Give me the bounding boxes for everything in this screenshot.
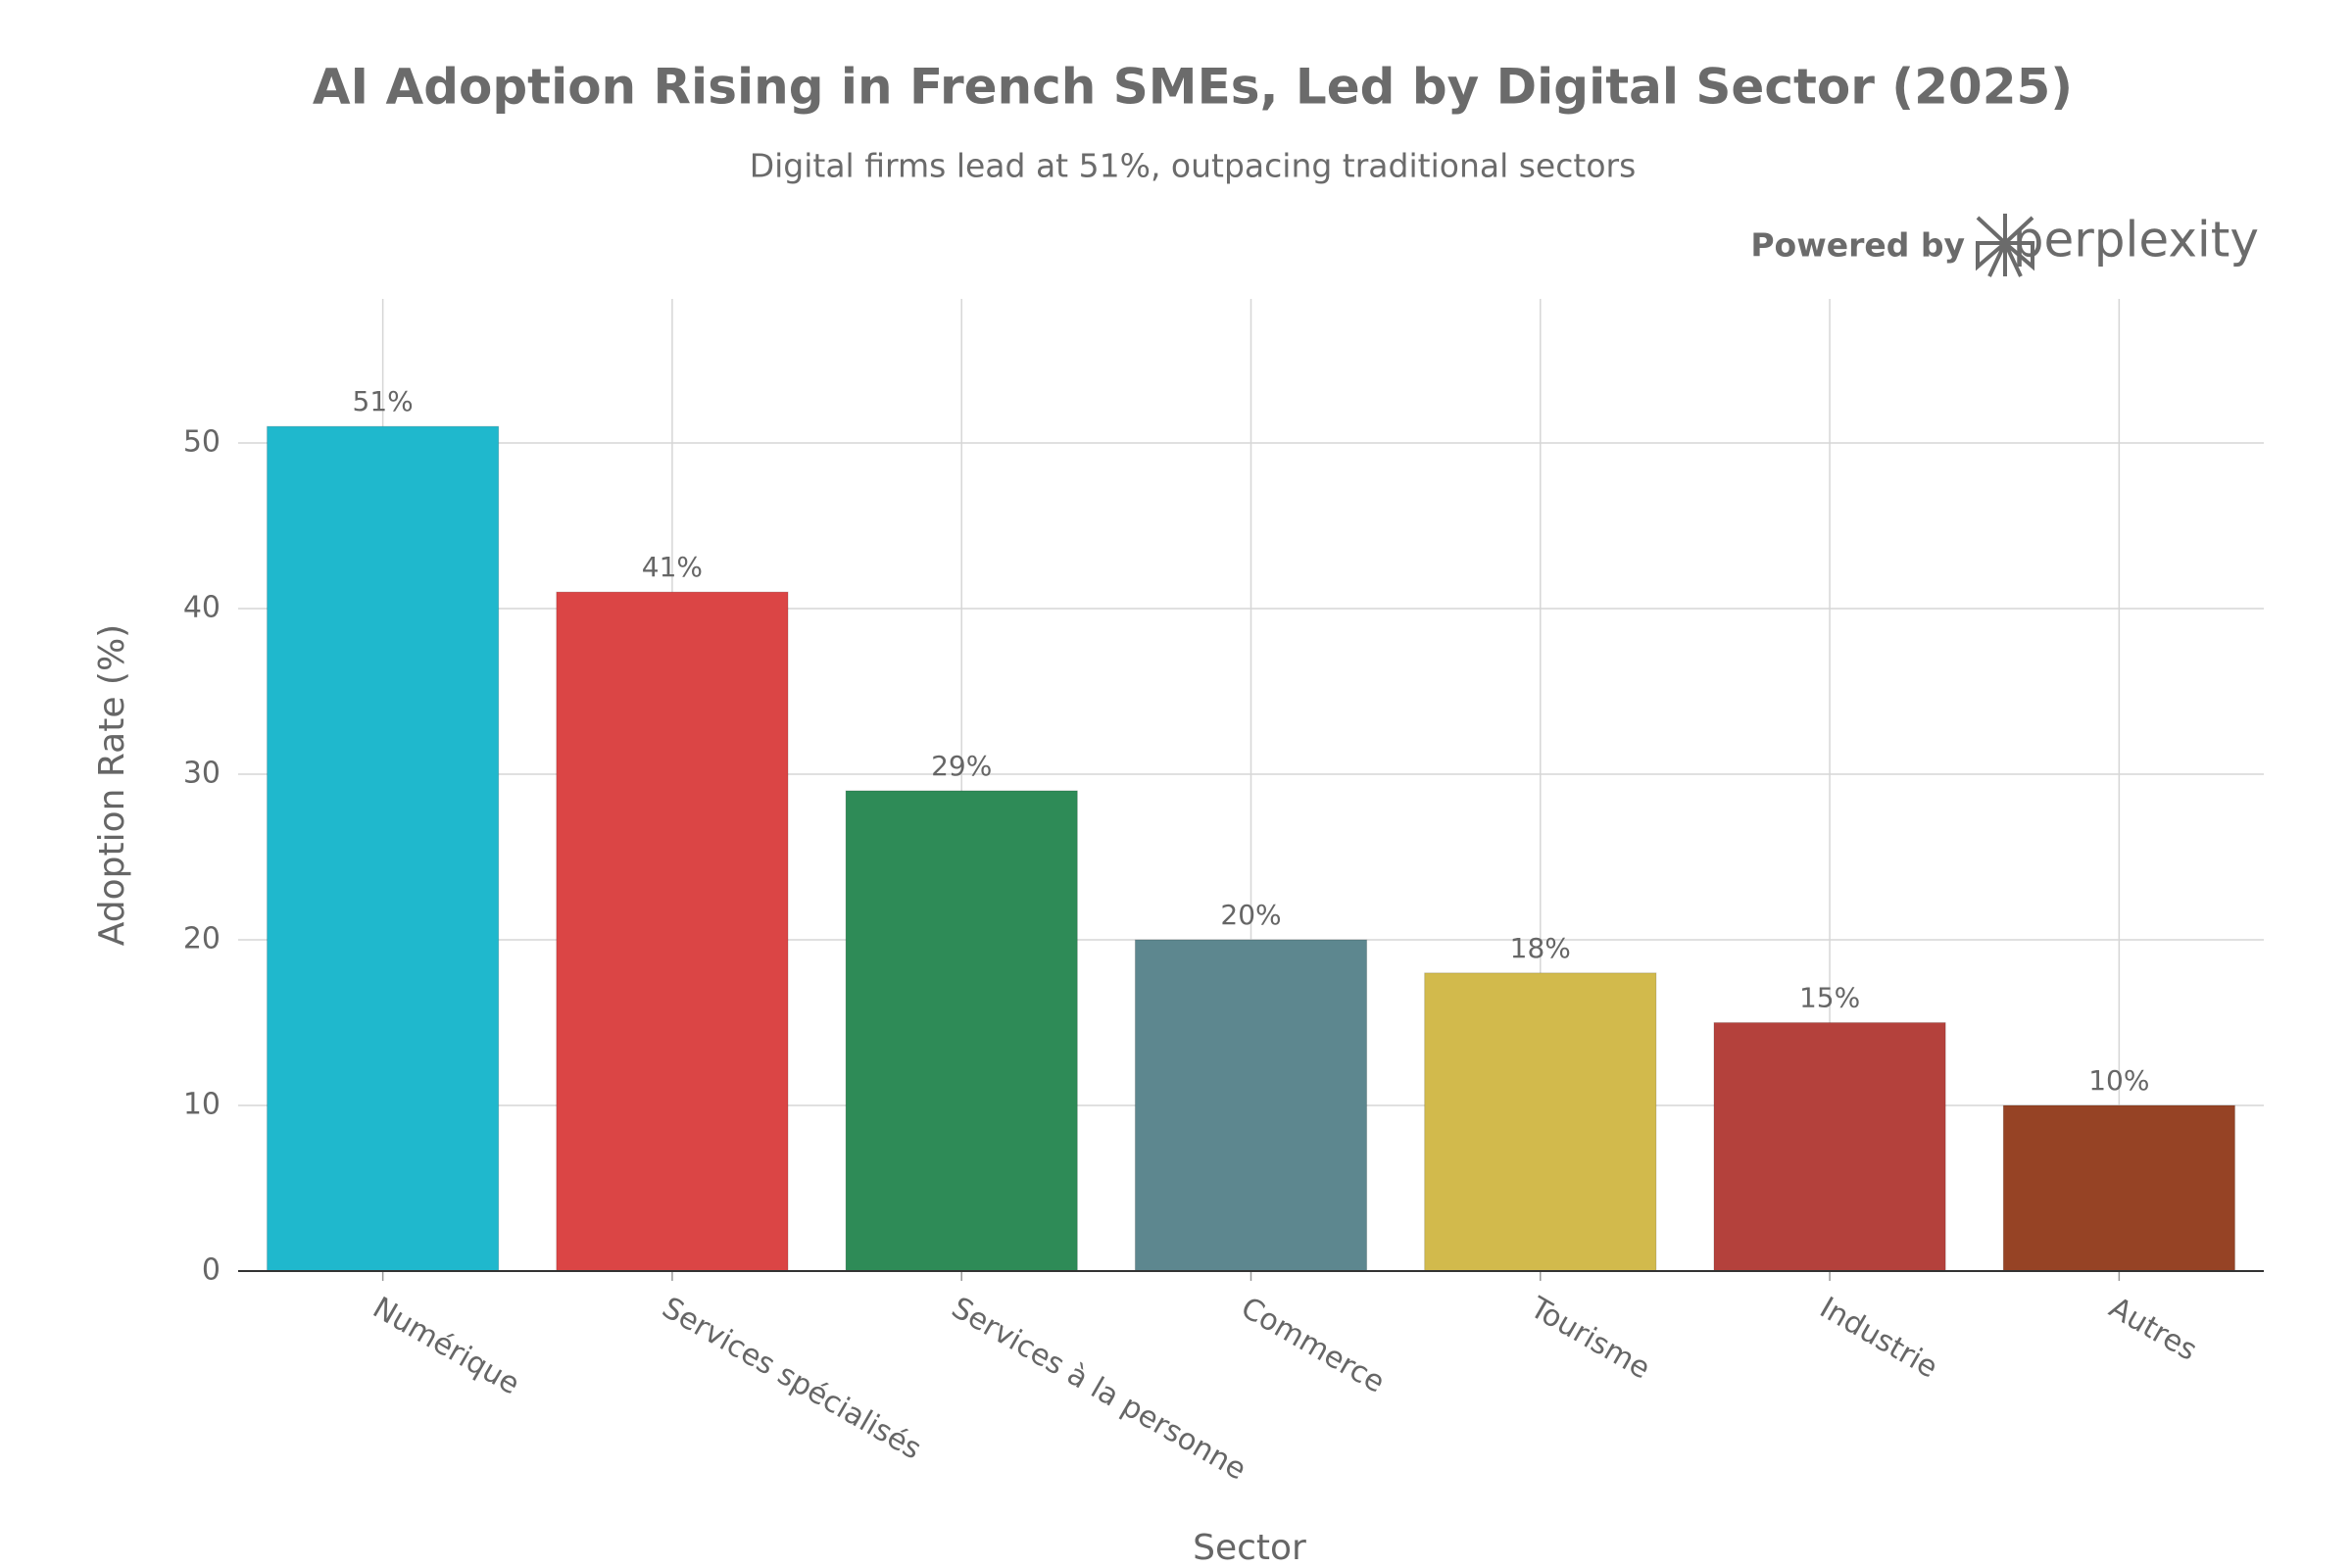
- value-label: 41%: [642, 551, 703, 583]
- bar: [1713, 1022, 1946, 1272]
- x-tick-label: Industrie: [1814, 1291, 1943, 1386]
- y-tick-label: 10: [183, 1088, 220, 1122]
- watermark-brand: perplexity: [2013, 212, 2259, 269]
- bar: [2002, 1104, 2235, 1272]
- value-label: 15%: [1799, 982, 1860, 1014]
- y-tick-label: 20: [183, 922, 220, 956]
- watermark-logo: [1976, 214, 2034, 277]
- x-tick-label: Autres: [2103, 1291, 2203, 1368]
- x-tick-label: Numérique: [367, 1291, 525, 1401]
- bar: [845, 790, 1078, 1272]
- y-tick-label: 40: [183, 591, 220, 625]
- x-tick-label: Commerce: [1235, 1291, 1391, 1400]
- value-label: 20%: [1220, 899, 1281, 931]
- bar: [556, 591, 789, 1272]
- chart-subtitle: Digital firms lead at 51%, outpacing tra…: [750, 147, 1637, 185]
- bar: [1134, 939, 1368, 1272]
- x-tick-label: Services à la personne: [946, 1291, 1251, 1488]
- bar: [267, 425, 500, 1272]
- value-label: 10%: [2088, 1064, 2149, 1097]
- y-tick-label: 30: [183, 757, 220, 791]
- bar: [1424, 972, 1657, 1272]
- y-tick-label: 0: [202, 1253, 220, 1288]
- value-label: 51%: [353, 385, 414, 417]
- x-tick-label: Services spécialisés: [657, 1291, 927, 1467]
- x-axis-title: Sector: [1193, 1528, 1306, 1568]
- watermark-prefix: Powered by: [1750, 226, 1965, 265]
- value-label: 29%: [931, 750, 992, 782]
- chart-title: AI Adoption Rising in French SMEs, Led b…: [313, 59, 2073, 116]
- value-label: 18%: [1510, 932, 1571, 964]
- x-tick-label: Tourisme: [1524, 1290, 1656, 1386]
- y-tick-label: 50: [183, 425, 220, 460]
- y-axis-title: Adoption Rate (%): [92, 624, 132, 946]
